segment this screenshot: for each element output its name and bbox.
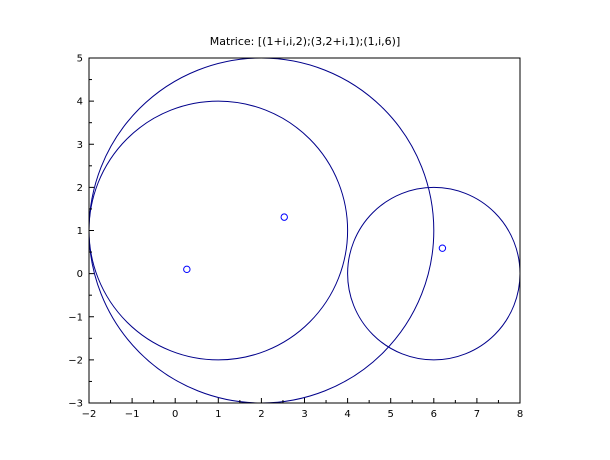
x-tick-label: 4 xyxy=(344,409,350,420)
x-tick-label: 6 xyxy=(431,409,437,420)
y-tick-label: −2 xyxy=(68,355,83,366)
x-tick-label: 8 xyxy=(517,409,523,420)
x-axis: −2 −1 0 1 2 3 4 5 6 7 8 xyxy=(82,398,523,420)
x-tick-label: −1 xyxy=(125,409,140,420)
chart-title: Matrice: [(1+i,i,2);(3,2+i,1);(1,i,6)] xyxy=(210,35,401,48)
plot-frame xyxy=(88,57,521,404)
gershgorin-circle-2 xyxy=(88,57,435,404)
eigenvalue-point-1 xyxy=(183,265,191,274)
circles-layer xyxy=(88,57,521,404)
eigenvalue-point-2 xyxy=(280,213,288,221)
x-tick-label: 1 xyxy=(215,409,221,420)
eigenvalue-point-3 xyxy=(438,244,447,252)
y-tick-label: −3 xyxy=(68,399,83,410)
x-tick-label: 3 xyxy=(301,409,307,420)
gershgorin-circle-1 xyxy=(88,100,349,361)
y-tick-label: 2 xyxy=(77,183,83,194)
y-tick-label: 5 xyxy=(77,54,83,65)
x-tick-label: 2 xyxy=(258,409,264,420)
x-tick-label: −2 xyxy=(82,409,97,420)
points-layer xyxy=(183,213,447,274)
y-tick-label: 4 xyxy=(77,97,83,108)
y-axis: −3 −2 −1 0 1 2 3 4 5 xyxy=(68,54,94,410)
x-tick-label: 5 xyxy=(388,409,394,420)
x-tick-label: 7 xyxy=(474,409,480,420)
y-tick-label: 0 xyxy=(77,269,83,280)
y-tick-label: −1 xyxy=(68,312,83,323)
y-tick-label: 3 xyxy=(77,140,83,151)
x-tick-label: 0 xyxy=(172,409,178,420)
gershgorin-circle-3 xyxy=(347,186,521,361)
y-tick-label: 1 xyxy=(77,226,83,237)
